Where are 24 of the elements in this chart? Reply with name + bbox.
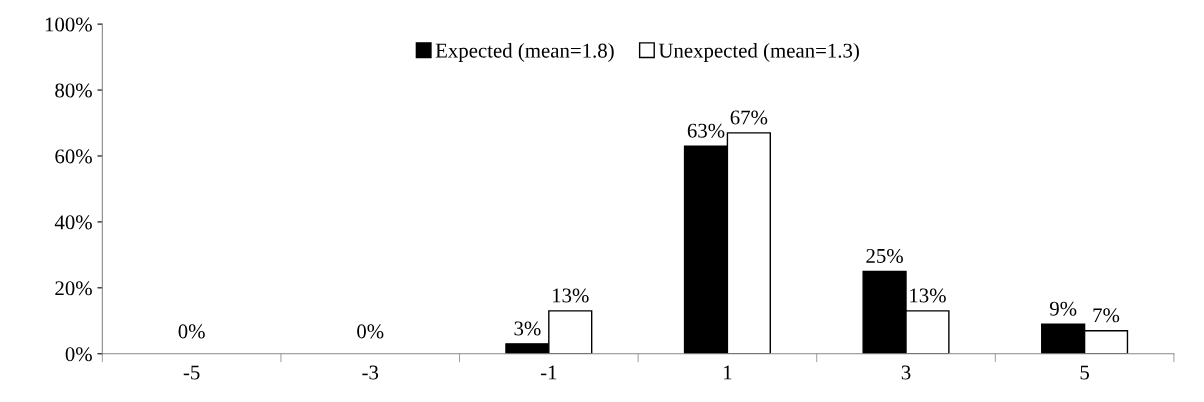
y-tick-label: 0% <box>65 347 92 362</box>
legend-label: Unexpected (mean=1.3) <box>658 43 859 62</box>
y-tick-label: 100% <box>45 17 92 32</box>
y-tick-label: 20% <box>55 281 92 296</box>
data-label: 13% <box>552 288 589 303</box>
annotation: 0% <box>178 324 205 339</box>
data-label: 63% <box>687 123 725 138</box>
x-tick-label: -3 <box>362 365 379 380</box>
y-tick-label: 60% <box>55 149 92 164</box>
x-tick-label: 3 <box>901 365 911 380</box>
legend-label: Expected (mean=1.8) <box>435 43 614 62</box>
data-label: 67% <box>730 110 768 125</box>
x-tick-label: -5 <box>183 365 200 380</box>
data-label: 25% <box>866 248 903 264</box>
data-label: 9% <box>1049 301 1077 316</box>
data-label: 7% <box>1093 308 1120 323</box>
x-tick-label: 1 <box>724 365 732 380</box>
data-label: 3% <box>514 321 541 336</box>
y-tick-label: 80% <box>55 83 92 98</box>
data-label: 13% <box>910 288 946 303</box>
x-tick-label: -1 <box>540 365 557 380</box>
x-tick-label: 5 <box>1080 365 1089 380</box>
annotation: 0% <box>357 324 384 339</box>
y-tick-label: 40% <box>54 215 92 230</box>
